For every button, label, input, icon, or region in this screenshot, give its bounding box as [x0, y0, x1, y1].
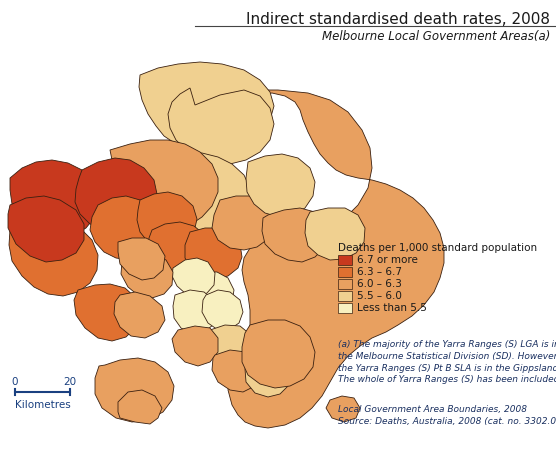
Polygon shape: [188, 272, 234, 313]
Polygon shape: [326, 396, 360, 422]
Polygon shape: [245, 356, 290, 397]
Polygon shape: [202, 290, 243, 330]
Text: 6.7 or more: 6.7 or more: [357, 255, 418, 265]
Polygon shape: [172, 326, 218, 366]
Polygon shape: [160, 152, 250, 235]
Text: 6.3 – 6.7: 6.3 – 6.7: [357, 267, 402, 277]
Text: Deaths per 1,000 standard population: Deaths per 1,000 standard population: [338, 243, 537, 253]
Polygon shape: [168, 88, 274, 164]
Polygon shape: [185, 228, 242, 279]
Polygon shape: [139, 62, 274, 153]
Polygon shape: [75, 158, 157, 232]
Text: Less than 5.5: Less than 5.5: [357, 303, 427, 313]
Polygon shape: [118, 390, 162, 424]
Bar: [338, 279, 352, 289]
Polygon shape: [148, 222, 210, 277]
Polygon shape: [246, 154, 315, 217]
Text: 6.0 – 6.3: 6.0 – 6.3: [357, 279, 402, 289]
Polygon shape: [305, 208, 365, 260]
Polygon shape: [242, 320, 315, 388]
Bar: [338, 291, 352, 301]
Bar: [338, 255, 352, 265]
Polygon shape: [9, 218, 98, 296]
Polygon shape: [8, 196, 84, 262]
Polygon shape: [195, 90, 444, 428]
Polygon shape: [212, 196, 273, 250]
Bar: [338, 303, 352, 313]
Polygon shape: [173, 290, 217, 334]
Polygon shape: [114, 292, 165, 338]
Polygon shape: [137, 192, 197, 248]
Text: (a) The majority of the Yarra Ranges (S) LGA is in
the Melbourne Statistical Div: (a) The majority of the Yarra Ranges (S)…: [338, 340, 556, 385]
Polygon shape: [90, 196, 158, 260]
Text: 0: 0: [12, 377, 18, 387]
Polygon shape: [262, 208, 328, 262]
Polygon shape: [10, 160, 98, 238]
Text: Kilometres: Kilometres: [14, 400, 71, 410]
Text: 5.5 – 6.0: 5.5 – 6.0: [357, 291, 402, 301]
Polygon shape: [121, 254, 173, 298]
Polygon shape: [118, 238, 165, 280]
Text: Local Government Area Boundaries, 2008
Source: Deaths, Australia, 2008 (cat. no.: Local Government Area Boundaries, 2008 S…: [338, 405, 556, 426]
Polygon shape: [212, 350, 261, 392]
Text: 20: 20: [63, 377, 77, 387]
Bar: [338, 267, 352, 277]
Polygon shape: [172, 258, 215, 297]
Text: Melbourne Local Government Areas(a): Melbourne Local Government Areas(a): [321, 30, 550, 43]
Polygon shape: [110, 140, 218, 229]
Polygon shape: [208, 325, 253, 364]
Text: Indirect standardised death rates, 2008: Indirect standardised death rates, 2008: [246, 12, 550, 27]
Polygon shape: [95, 358, 174, 422]
Polygon shape: [74, 284, 140, 341]
